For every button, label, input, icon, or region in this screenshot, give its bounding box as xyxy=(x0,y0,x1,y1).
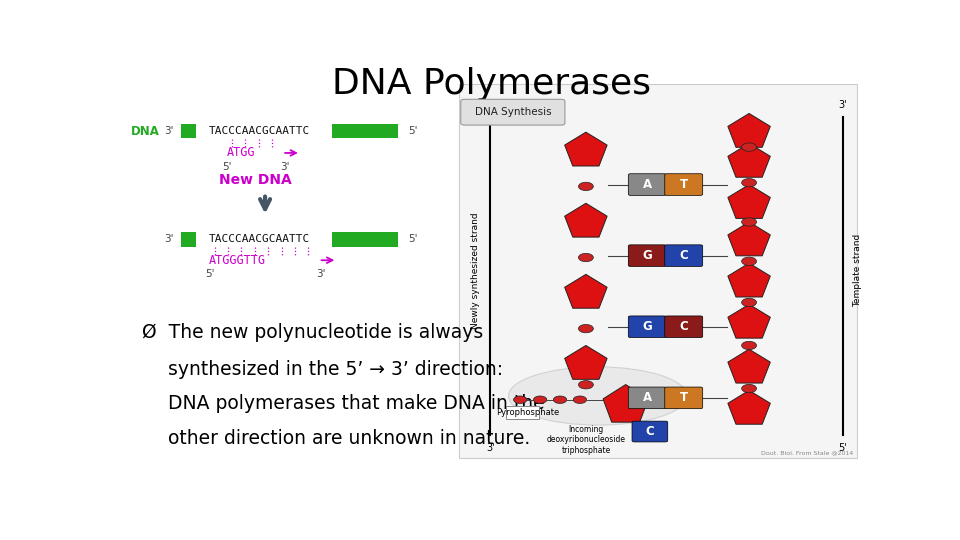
FancyBboxPatch shape xyxy=(461,99,564,125)
Text: Pyrophosphate: Pyrophosphate xyxy=(496,408,560,417)
Circle shape xyxy=(742,218,756,226)
Text: 3': 3' xyxy=(280,162,290,172)
Polygon shape xyxy=(728,185,770,218)
FancyBboxPatch shape xyxy=(628,316,666,338)
FancyBboxPatch shape xyxy=(628,245,666,266)
Circle shape xyxy=(742,179,756,187)
Text: 5': 5' xyxy=(409,126,419,136)
Text: 3': 3' xyxy=(165,126,174,136)
FancyBboxPatch shape xyxy=(664,316,703,338)
Text: 3': 3' xyxy=(486,443,494,453)
Text: C: C xyxy=(645,425,655,438)
Text: G: G xyxy=(642,320,652,333)
Polygon shape xyxy=(728,113,770,147)
Text: DNA Polymerases: DNA Polymerases xyxy=(332,66,652,100)
Polygon shape xyxy=(728,349,770,383)
Text: ATGG: ATGG xyxy=(227,146,255,159)
Circle shape xyxy=(742,384,756,393)
Circle shape xyxy=(534,396,547,403)
Circle shape xyxy=(553,396,566,403)
Text: 5': 5' xyxy=(223,162,232,172)
Text: 3': 3' xyxy=(165,234,174,245)
Text: G: G xyxy=(642,249,652,262)
Polygon shape xyxy=(603,384,648,422)
Text: C: C xyxy=(680,249,688,262)
Circle shape xyxy=(742,143,756,151)
Text: T: T xyxy=(680,178,687,191)
Text: other direction are unknown in nature.: other direction are unknown in nature. xyxy=(168,429,531,448)
Polygon shape xyxy=(728,263,770,297)
Text: 5': 5' xyxy=(205,269,215,279)
Text: TACCCAACGCAATTC: TACCCAACGCAATTC xyxy=(209,234,310,245)
Text: 5': 5' xyxy=(486,100,494,110)
Text: 3': 3' xyxy=(317,269,325,279)
FancyBboxPatch shape xyxy=(628,174,666,195)
FancyBboxPatch shape xyxy=(181,124,196,138)
Text: Ø  The new polynucleotide is always: Ø The new polynucleotide is always xyxy=(142,323,484,342)
Text: C: C xyxy=(680,320,688,333)
FancyBboxPatch shape xyxy=(459,84,856,458)
Circle shape xyxy=(579,325,593,333)
FancyBboxPatch shape xyxy=(632,421,668,442)
Polygon shape xyxy=(564,274,607,308)
Text: synthesized in the 5’ → 3’ direction:: synthesized in the 5’ → 3’ direction: xyxy=(168,360,503,379)
Text: 5': 5' xyxy=(409,234,419,245)
FancyBboxPatch shape xyxy=(181,232,196,246)
Text: T: T xyxy=(680,392,687,404)
Text: DNA Synthesis: DNA Synthesis xyxy=(474,107,551,117)
Text: Newly synthesized strand: Newly synthesized strand xyxy=(471,212,480,329)
Polygon shape xyxy=(728,390,770,424)
Ellipse shape xyxy=(509,367,687,425)
Polygon shape xyxy=(728,144,770,177)
Circle shape xyxy=(742,298,756,307)
Polygon shape xyxy=(564,132,607,166)
FancyBboxPatch shape xyxy=(332,232,397,246)
Text: A: A xyxy=(642,178,652,191)
Text: TACCCAACGCAATTC: TACCCAACGCAATTC xyxy=(209,126,310,136)
Text: 3': 3' xyxy=(838,100,847,110)
Text: Incoming
deoxyribonucleoside
triphosphate: Incoming deoxyribonucleoside triphosphat… xyxy=(546,425,625,455)
Text: A: A xyxy=(642,392,652,404)
Circle shape xyxy=(742,341,756,349)
Circle shape xyxy=(573,396,587,403)
FancyBboxPatch shape xyxy=(664,387,703,409)
Circle shape xyxy=(579,253,593,262)
Circle shape xyxy=(742,257,756,266)
Text: New DNA: New DNA xyxy=(219,173,292,187)
Circle shape xyxy=(579,381,593,389)
Text: DNA polymerases that make DNA in the: DNA polymerases that make DNA in the xyxy=(168,394,545,413)
Text: ATGGGTTG: ATGGGTTG xyxy=(209,254,266,267)
Circle shape xyxy=(579,183,593,191)
Text: Template strand: Template strand xyxy=(853,234,862,307)
Polygon shape xyxy=(728,222,770,256)
FancyBboxPatch shape xyxy=(628,387,666,409)
Text: DNA: DNA xyxy=(132,125,160,138)
Polygon shape xyxy=(728,305,770,338)
Text: Dout. Biol. From Stale @2014: Dout. Biol. From Stale @2014 xyxy=(760,451,852,456)
Polygon shape xyxy=(564,203,607,237)
FancyBboxPatch shape xyxy=(664,174,703,195)
FancyBboxPatch shape xyxy=(332,124,397,138)
Polygon shape xyxy=(564,346,607,379)
Text: 5': 5' xyxy=(838,443,847,453)
Circle shape xyxy=(514,396,527,403)
FancyBboxPatch shape xyxy=(506,406,539,419)
FancyBboxPatch shape xyxy=(664,245,703,266)
